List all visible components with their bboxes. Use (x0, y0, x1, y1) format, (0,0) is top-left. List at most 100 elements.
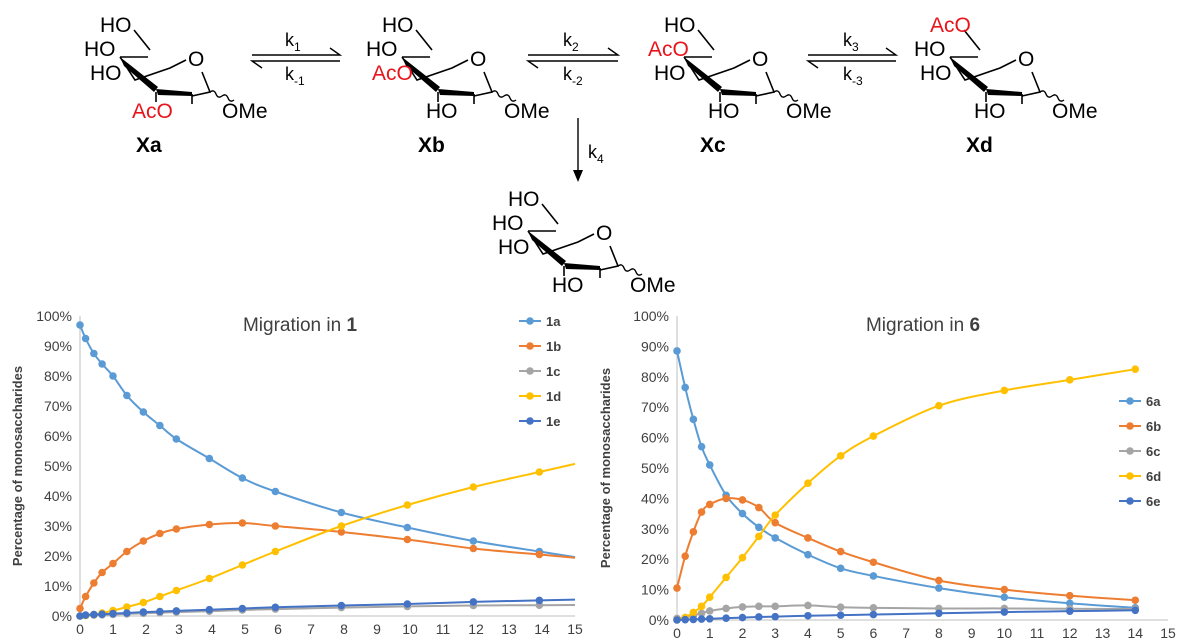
data-point-1b (109, 559, 117, 568)
series-line-1a (79, 324, 576, 559)
data-point-6a (935, 584, 943, 592)
data-point-6a (755, 523, 763, 532)
data-point-1b (337, 528, 346, 536)
wavy-bond (209, 90, 235, 102)
legend-marker-1d (526, 392, 534, 400)
legend-marker-1e (526, 417, 534, 425)
equilibrium-arrow-1-forward (252, 47, 343, 56)
data-point-6e (869, 610, 878, 619)
compound-label: Xc (700, 134, 726, 157)
atom-label-ho: HO (100, 14, 132, 37)
x-tick-label: 1 (109, 621, 117, 637)
atom-label-ho: HO (654, 62, 686, 85)
y-tick-label: 70% (44, 398, 72, 414)
y-tick-label: 50% (44, 458, 72, 474)
x-tick-label: 15 (1160, 625, 1176, 639)
x-tick-label: 11 (436, 621, 451, 637)
data-point-1e (271, 603, 280, 612)
data-point-6b (681, 552, 689, 560)
y-tick-label: 90% (641, 338, 669, 354)
data-point-6b (869, 558, 878, 567)
data-point-6d (738, 553, 747, 562)
x-tick-label: 4 (208, 621, 216, 637)
atom-label-o: O (1018, 48, 1034, 71)
wedge-bond (528, 231, 566, 266)
atom-label-ho: HO (974, 100, 1006, 123)
data-point-1d (123, 603, 131, 611)
equilibrium-arrow-3-reverse (805, 60, 896, 69)
legend-marker-6e (1126, 497, 1134, 505)
data-point-1b (76, 604, 84, 613)
data-point-6b (804, 534, 812, 542)
x-tick-label: 9 (373, 621, 381, 637)
atom-label-ho: HO (498, 236, 530, 259)
arrow-k4-head (573, 170, 583, 182)
k1-label-subscript: 1 (294, 40, 301, 54)
data-point-1a (205, 454, 214, 463)
wavy-bond (773, 90, 799, 102)
legend-marker-6d (1126, 472, 1134, 480)
data-point-1b (205, 520, 214, 529)
data-point-6c (697, 609, 706, 618)
data-point-1d (337, 522, 346, 530)
legend-marker-6c (1126, 447, 1134, 455)
data-point-6e (836, 611, 845, 619)
x-tick-label: 13 (1095, 625, 1111, 639)
series-line-1b (79, 521, 576, 609)
x-tick-label: 1 (706, 625, 714, 639)
wedge-bond (156, 89, 192, 96)
wedge-bond (120, 57, 158, 92)
data-point-1e (403, 600, 412, 608)
wedge-bond (564, 263, 600, 270)
wavy-bond (1039, 90, 1065, 102)
y-tick-label: 0% (649, 612, 669, 628)
y-tick-label: 80% (44, 368, 72, 384)
chart-title: Migration in 1 (243, 315, 358, 336)
data-point-6b (689, 528, 698, 536)
wedge-bond (950, 57, 988, 92)
data-point-6c (836, 603, 845, 612)
atom-label-ome: OMe (630, 274, 676, 297)
data-point-1e (123, 609, 131, 617)
data-point-1a (123, 391, 131, 400)
data-point-1a (403, 523, 412, 532)
legend-marker-6b (1126, 422, 1134, 430)
data-point-1b (172, 525, 181, 533)
data-point-1e (90, 610, 98, 619)
legend-entry-1e: 1e (546, 414, 560, 429)
data-point-1e (156, 607, 164, 616)
x-tick-label: 7 (307, 621, 315, 637)
atom-label-o: O (188, 48, 204, 71)
data-point-6a (697, 442, 706, 451)
data-point-6e (755, 613, 763, 621)
k-2-label: k-2 (563, 64, 583, 88)
y-tick-label: 40% (44, 488, 72, 504)
data-point-6b (722, 494, 730, 503)
wedge-bond (720, 89, 756, 96)
atom-label-ho: HO (664, 14, 696, 37)
k4-label: k4 (588, 142, 604, 166)
data-point-6b (697, 508, 706, 516)
atom-label-ho: HO (708, 100, 740, 123)
x-tick-label: 6 (870, 625, 878, 639)
legend-entry-1d: 1d (546, 389, 561, 404)
y-tick-label: 10% (44, 578, 72, 594)
data-point-6d (836, 452, 845, 460)
compound-label: Xa (136, 134, 162, 157)
atom-label-aco: AcO (930, 14, 971, 37)
y-axis-label: Percentage of monosaccharides (10, 366, 25, 566)
bond (541, 203, 559, 225)
chart-title-number: 1 (346, 315, 357, 336)
data-point-6e (1131, 606, 1140, 615)
k-1-label-subscript: -1 (294, 74, 305, 88)
legend-marker-1a (526, 317, 534, 325)
data-point-6a (869, 572, 878, 580)
atom-label-ho: HO (84, 38, 116, 61)
data-point-1e (98, 610, 106, 618)
data-point-1d (156, 592, 164, 601)
data-point-1e (337, 601, 346, 610)
y-axis-label: Percentage of monosaccharides (598, 368, 613, 568)
